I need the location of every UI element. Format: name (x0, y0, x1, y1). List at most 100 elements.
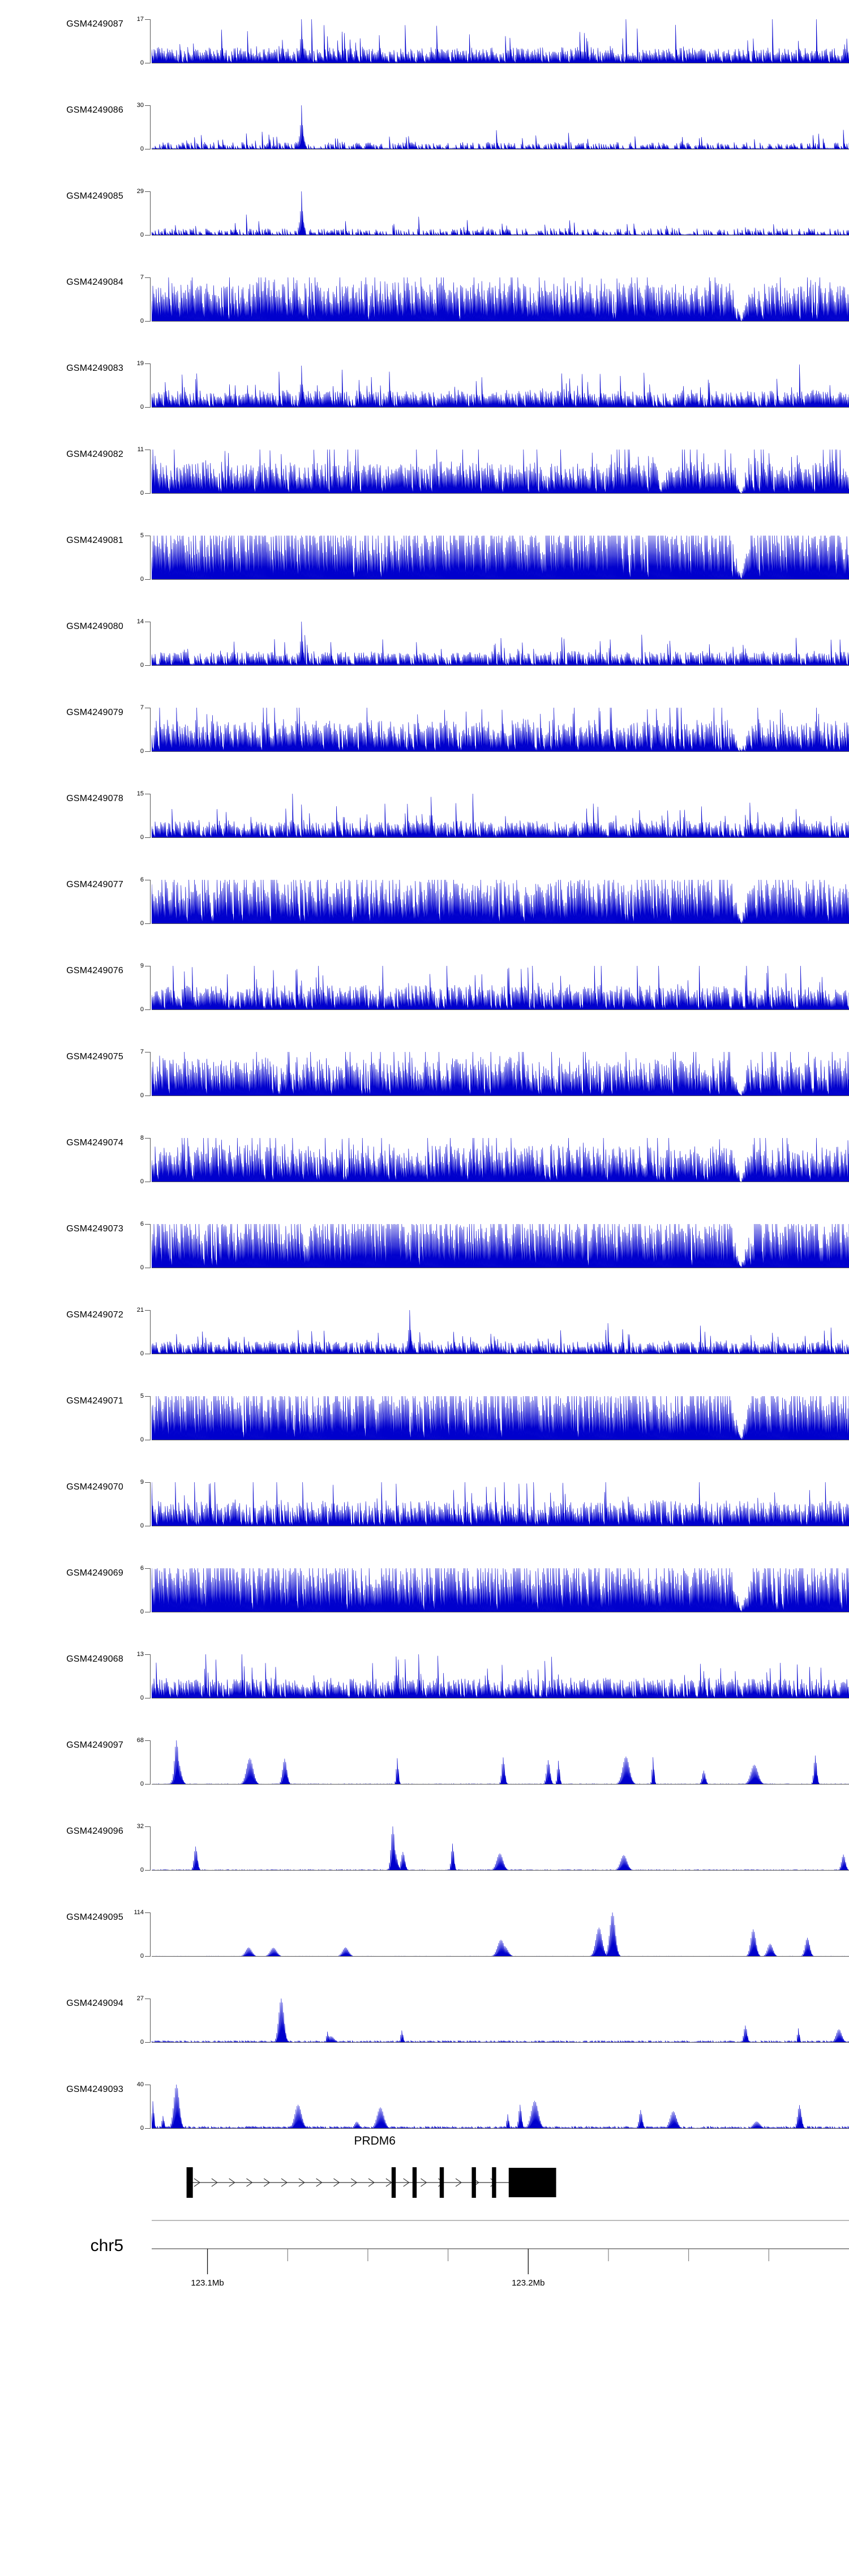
track-coverage-plot[interactable] (152, 966, 849, 1010)
track-gsm4249074[interactable]: GSM4249074 8 0 (0, 1135, 849, 1185)
track-gsm4249086[interactable]: GSM4249086 30 0 (0, 102, 849, 152)
track-gsm4249068[interactable]: GSM4249068 13 0 (0, 1651, 849, 1701)
track-label-cell: GSM4249071 (0, 1396, 129, 1440)
track-gsm4249094[interactable]: GSM4249094 27 0 (0, 1996, 849, 2046)
gene-annotation-track[interactable]: PRDM6 (0, 2129, 849, 2214)
track-gsm4249079[interactable]: GSM4249079 7 0 (0, 705, 849, 755)
y-axis-spine (150, 1482, 151, 1526)
y-axis-min-label: 0 (140, 1867, 144, 1873)
track-gsm4249084[interactable]: GSM4249084 7 0 (0, 275, 849, 324)
track-stack: GSM4249087 17 0 GSM4249086 30 0 GSM4249085 29 0 G… (0, 16, 849, 2132)
y-axis-tick-max (145, 1482, 151, 1483)
gene-exon[interactable] (492, 2167, 496, 2198)
track-coverage-plot[interactable] (152, 1052, 849, 1096)
track-coverage-plot[interactable] (152, 880, 849, 924)
coverage-area (152, 1654, 849, 1698)
coverage-svg (152, 1654, 849, 1698)
track-coverage-plot[interactable] (152, 536, 849, 580)
track-coverage-plot[interactable] (152, 708, 849, 752)
track-coverage-plot[interactable] (152, 622, 849, 666)
track-coverage-plot[interactable] (152, 1654, 849, 1698)
track-gsm4249096[interactable]: GSM4249096 32 0 (0, 1824, 849, 1873)
coverage-svg (152, 794, 849, 838)
track-coverage-plot[interactable] (152, 363, 849, 408)
track-coverage-plot[interactable] (152, 105, 849, 149)
track-coverage-plot[interactable] (152, 1826, 849, 1871)
gene-exon[interactable] (186, 2167, 193, 2198)
track-coverage-plot[interactable] (152, 1999, 849, 2043)
coverage-area (152, 536, 849, 580)
gene-strand-arrow (316, 2178, 323, 2187)
coverage-area (152, 708, 849, 752)
coverage-svg (152, 1999, 849, 2043)
track-gsm4249073[interactable]: GSM4249073 6 0 (0, 1221, 849, 1271)
track-sample-label: GSM4249094 (66, 1999, 123, 2008)
track-y-axis: 29 0 (129, 189, 152, 238)
track-gsm4249087[interactable]: GSM4249087 17 0 (0, 16, 849, 66)
track-coverage-plot[interactable] (152, 1482, 849, 1526)
track-gsm4249097[interactable]: GSM4249097 68 0 (0, 1738, 849, 1787)
track-label-cell: GSM4249076 (0, 966, 129, 1010)
y-axis-tick-max (145, 1654, 151, 1655)
track-label-cell: GSM4249073 (0, 1224, 129, 1268)
track-gsm4249075[interactable]: GSM4249075 7 0 (0, 1049, 849, 1099)
coverage-area (152, 1740, 849, 1785)
track-sample-label: GSM4249093 (66, 2085, 123, 2094)
coverage-svg (152, 1568, 849, 1612)
coverage-svg (152, 1482, 849, 1526)
track-coverage-plot[interactable] (152, 2085, 849, 2129)
track-gsm4249095[interactable]: GSM4249095 114 0 (0, 1910, 849, 1959)
track-gsm4249077[interactable]: GSM4249077 6 0 (0, 877, 849, 927)
track-gsm4249093[interactable]: GSM4249093 40 0 (0, 2082, 849, 2132)
gene-exon[interactable] (508, 2168, 556, 2197)
gene-exon[interactable] (439, 2167, 444, 2198)
top-margin (0, 0, 849, 19)
track-coverage-plot[interactable] (152, 19, 849, 63)
track-gsm4249083[interactable]: GSM4249083 19 0 (0, 361, 849, 410)
track-label-cell: GSM4249078 (0, 794, 129, 838)
track-sample-label: GSM4249072 (66, 1310, 123, 1320)
gene-strand-arrow (229, 2178, 235, 2187)
track-sample-label: GSM4249085 (66, 191, 123, 201)
track-coverage-plot[interactable] (152, 277, 849, 322)
track-y-axis: 27 0 (129, 1996, 152, 2046)
track-coverage-plot[interactable] (152, 1138, 849, 1182)
track-coverage-plot[interactable] (152, 1310, 849, 1354)
coverage-area (152, 1396, 849, 1440)
track-coverage-plot[interactable] (152, 1740, 849, 1785)
track-gsm4249070[interactable]: GSM4249070 9 0 (0, 1479, 849, 1529)
track-gsm4249081[interactable]: GSM4249081 5 0 (0, 533, 849, 583)
y-axis-max-label: 6 (140, 1565, 144, 1572)
track-gsm4249085[interactable]: GSM4249085 29 0 (0, 189, 849, 238)
track-coverage-plot[interactable] (152, 1912, 849, 1957)
track-label-cell: GSM4249075 (0, 1052, 129, 1096)
track-coverage-plot[interactable] (152, 450, 849, 494)
y-axis-tick-max (145, 191, 151, 192)
track-gsm4249078[interactable]: GSM4249078 15 0 (0, 791, 849, 841)
coverage-area (152, 880, 849, 924)
track-gsm4249082[interactable]: GSM4249082 11 0 (0, 447, 849, 497)
track-coverage-plot[interactable] (152, 794, 849, 838)
track-coverage-plot[interactable] (152, 191, 849, 236)
track-coverage-plot[interactable] (152, 1568, 849, 1612)
track-gsm4249071[interactable]: GSM4249071 5 0 (0, 1393, 849, 1443)
gene-model-svg (186, 2167, 556, 2198)
gene-exon[interactable] (391, 2167, 396, 2198)
gene-strand-arrow (350, 2178, 358, 2187)
track-gsm4249069[interactable]: GSM4249069 6 0 (0, 1565, 849, 1615)
coverage-svg (152, 2085, 849, 2129)
track-coverage-plot[interactable] (152, 1396, 849, 1440)
gene-exon[interactable] (471, 2167, 476, 2198)
track-sample-label: GSM4249079 (66, 708, 123, 717)
track-label-cell: GSM4249081 (0, 536, 129, 580)
track-coverage-plot[interactable] (152, 1224, 849, 1268)
track-gsm4249072[interactable]: GSM4249072 21 0 (0, 1307, 849, 1357)
axis-coordinate-label: 123.1Mb (191, 2278, 224, 2288)
track-y-axis: 21 0 (129, 1307, 152, 1357)
gene-exon[interactable] (412, 2167, 417, 2198)
y-axis-tick-max (145, 1310, 151, 1311)
track-gsm4249076[interactable]: GSM4249076 9 0 (0, 963, 849, 1013)
track-gsm4249080[interactable]: GSM4249080 14 0 (0, 619, 849, 669)
y-axis-spine (150, 1826, 151, 1871)
